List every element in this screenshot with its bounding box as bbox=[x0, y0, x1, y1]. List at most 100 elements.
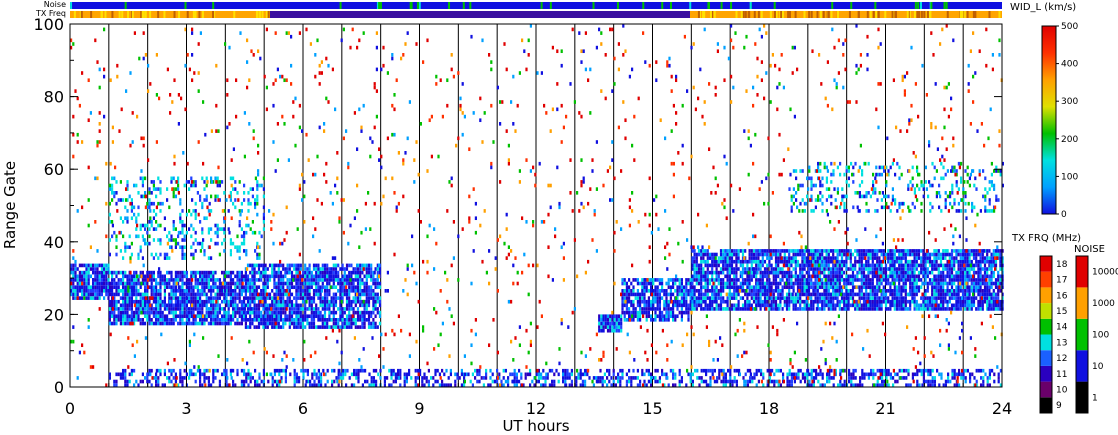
echo-pixel bbox=[293, 285, 296, 290]
echo-pixel bbox=[600, 318, 603, 322]
echo-pixel bbox=[821, 383, 824, 388]
echo-pixel bbox=[757, 285, 760, 290]
echo-pixel bbox=[854, 292, 857, 297]
echo-pixel bbox=[370, 289, 373, 293]
echo-pixel bbox=[363, 307, 366, 311]
echo-pixel bbox=[865, 263, 868, 268]
echo-pixel bbox=[625, 303, 628, 308]
echo-pixel bbox=[288, 314, 291, 319]
echo-pixel bbox=[194, 278, 197, 282]
echo-pixel bbox=[122, 314, 125, 319]
echo-pixel bbox=[781, 259, 784, 264]
echo-pixel bbox=[199, 289, 202, 293]
echo-pixel bbox=[223, 296, 226, 300]
echo-pixel bbox=[246, 263, 250, 268]
echo-pixel bbox=[96, 263, 99, 268]
echo-pixel bbox=[286, 270, 289, 275]
echo-pixel bbox=[350, 372, 353, 377]
echo-pixel bbox=[246, 281, 250, 286]
echo-pixel bbox=[777, 252, 780, 257]
echo-pixel bbox=[601, 383, 604, 388]
echo-pixel bbox=[598, 325, 601, 329]
echo-pixel bbox=[873, 285, 877, 290]
echo-pixel bbox=[210, 321, 213, 326]
echo-pixel bbox=[867, 296, 870, 300]
noise-strip-mark bbox=[448, 2, 451, 9]
echo-pixel bbox=[884, 292, 888, 297]
echo-pixel bbox=[647, 281, 650, 286]
echo-pixel bbox=[232, 368, 235, 373]
echo-pixel bbox=[693, 278, 696, 282]
echo-pixel bbox=[792, 267, 795, 271]
echo-pixel bbox=[278, 372, 281, 377]
echo-pixel bbox=[891, 249, 894, 253]
echo-pixel bbox=[720, 379, 723, 384]
echo-pixel bbox=[876, 303, 879, 308]
echo-pixel bbox=[295, 321, 298, 326]
echo-pixel bbox=[181, 278, 184, 282]
echo-pixel bbox=[312, 314, 316, 319]
echo-pixel bbox=[72, 285, 75, 290]
echo-pixel bbox=[199, 383, 202, 388]
echo-pixel bbox=[825, 249, 828, 253]
echo-pixel bbox=[761, 249, 764, 253]
echo-pixel bbox=[628, 379, 631, 384]
echo-pixel bbox=[969, 379, 972, 384]
echo-pixel bbox=[264, 267, 267, 271]
echo-pixel bbox=[157, 376, 160, 380]
echo-pixel bbox=[359, 267, 362, 271]
echo-pixel bbox=[962, 376, 965, 380]
echo-pixel bbox=[832, 281, 835, 286]
echo-pixel bbox=[306, 270, 309, 275]
echo-pixel bbox=[700, 285, 703, 290]
echo-pixel bbox=[816, 278, 819, 282]
echo-pixel bbox=[315, 303, 318, 308]
echo-pixel bbox=[124, 303, 127, 308]
echo-pixel bbox=[199, 292, 202, 297]
echo-pixel bbox=[697, 249, 701, 253]
echo-pixel bbox=[761, 289, 764, 293]
echo-pixel bbox=[887, 296, 890, 300]
txfreq-strip-mark bbox=[972, 11, 975, 18]
echo-pixel bbox=[812, 249, 815, 253]
echo-pixel bbox=[928, 256, 932, 260]
echo-pixel bbox=[876, 383, 879, 388]
echo-pixel bbox=[702, 296, 705, 300]
echo-pixel bbox=[915, 292, 918, 297]
echo-pixel bbox=[137, 289, 140, 293]
echo-pixel bbox=[326, 270, 329, 275]
echo-pixel bbox=[814, 249, 817, 253]
echo-pixel bbox=[612, 372, 615, 377]
echo-pixel bbox=[755, 252, 758, 257]
echo-pixel bbox=[205, 318, 208, 322]
echo-pixel bbox=[761, 259, 764, 264]
echo-pixel bbox=[240, 285, 243, 290]
echo-pixel bbox=[658, 303, 661, 308]
echo-pixel bbox=[693, 307, 696, 311]
echo-pixel bbox=[750, 303, 753, 308]
echo-pixel bbox=[917, 307, 921, 311]
echo-pixel bbox=[805, 263, 808, 268]
echo-pixel bbox=[803, 307, 806, 311]
echo-pixel bbox=[201, 278, 204, 282]
echo-pixel bbox=[361, 383, 364, 388]
echo-pixel bbox=[361, 270, 364, 275]
echo-pixel bbox=[788, 270, 791, 275]
echo-pixel bbox=[214, 281, 217, 286]
echo-pixel bbox=[332, 296, 335, 300]
echo-pixel bbox=[717, 256, 720, 260]
echo-pixel bbox=[304, 383, 307, 388]
echo-pixel bbox=[94, 292, 97, 297]
echo-pixel bbox=[687, 281, 690, 286]
echo-pixel bbox=[845, 299, 848, 304]
echo-pixel bbox=[634, 278, 637, 282]
echo-pixel bbox=[836, 296, 839, 300]
echo-pixel bbox=[759, 292, 762, 297]
echo-pixel bbox=[238, 292, 241, 297]
echo-pixel bbox=[876, 379, 879, 384]
echo-pixel bbox=[838, 278, 841, 282]
echo-pixel bbox=[790, 379, 793, 384]
echo-pixel bbox=[873, 263, 877, 268]
echo-pixel bbox=[319, 270, 322, 275]
echo-pixel bbox=[126, 318, 129, 322]
